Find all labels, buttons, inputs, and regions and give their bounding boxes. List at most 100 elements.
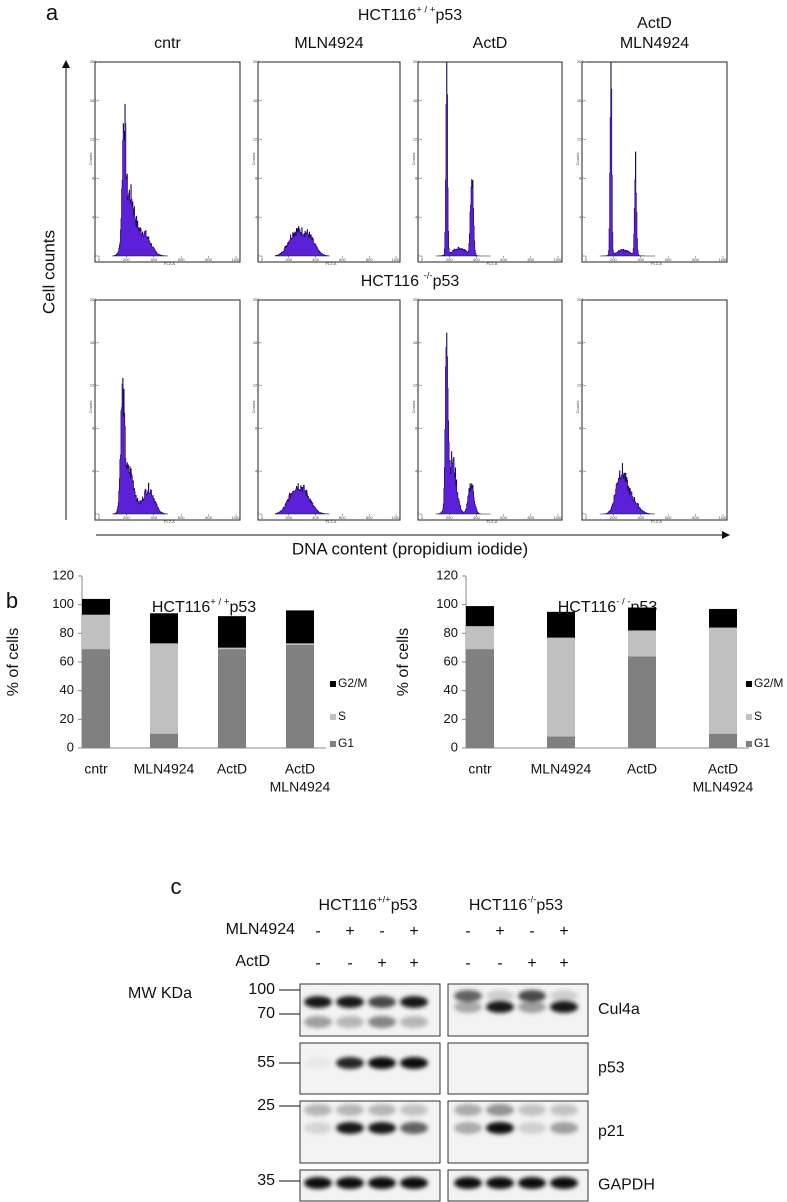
blot-band <box>336 1057 364 1069</box>
blot-band <box>454 990 482 1002</box>
y-tick-label: 160 <box>577 340 584 345</box>
column-title: cntr <box>154 35 181 52</box>
treatment-sign: + <box>495 923 504 940</box>
y-tick-label: 20 <box>444 711 458 726</box>
x-tick-label: 200 <box>285 515 292 520</box>
y-tick-label: 0 <box>417 511 420 516</box>
group-title: HCT116+/+p53 <box>319 894 418 914</box>
bar-segment <box>218 616 246 648</box>
legend-swatch <box>746 741 752 747</box>
bar-segment <box>150 733 178 748</box>
axis-label: FL2-A <box>164 261 175 266</box>
text-part: + / + <box>210 596 230 607</box>
x-tick-label: ActD <box>627 761 657 777</box>
histogram-frame <box>417 61 563 263</box>
x-tick-label: 1000 <box>232 515 242 520</box>
x-tick-label: 800 <box>692 257 699 262</box>
axis-label: Counts <box>251 401 256 414</box>
y-tick-label: 160 <box>253 98 260 103</box>
y-tick-label: 160 <box>577 98 584 103</box>
x-tick-label: 600 <box>339 515 346 520</box>
marker-label: 70 <box>257 1005 275 1022</box>
text-part: p53 <box>433 273 460 290</box>
text-part: p53 <box>229 599 256 616</box>
y-tick-label: 120 <box>577 383 584 388</box>
y-tick-label: 120 <box>90 383 97 388</box>
y-tick-label: 40 <box>92 468 97 473</box>
y-tick-label: 0 <box>581 253 584 258</box>
histogram <box>112 378 169 515</box>
y-axis-label: % of cells <box>395 628 412 696</box>
y-axis-label: Cell counts <box>39 230 58 314</box>
axis-label: Counts <box>575 401 580 414</box>
axis-label: FL2-A <box>487 519 498 524</box>
bar-segment <box>286 610 314 644</box>
x-tick-label: MLN4924 <box>270 779 331 795</box>
treatment-sign: - <box>315 923 320 940</box>
blot-band <box>454 1177 482 1189</box>
blot-band <box>336 1104 364 1116</box>
text-part: -/- <box>424 270 433 281</box>
y-tick-label: 40 <box>92 214 97 219</box>
y-tick-label: 200 <box>413 59 420 64</box>
x-tick-label: 400 <box>637 257 644 262</box>
blot-band <box>336 1016 364 1028</box>
x-tick-label: 200 <box>610 257 617 262</box>
histogram <box>112 103 169 257</box>
blot-band <box>336 996 364 1008</box>
x-tick-label: 600 <box>665 515 672 520</box>
marker-label: 25 <box>257 1097 275 1114</box>
x-tick-label: MLN4924 <box>134 761 195 777</box>
x-tick-label: 800 <box>205 257 212 262</box>
blot-band <box>454 1001 482 1013</box>
blot-band <box>400 1057 428 1069</box>
treatment-sign: + <box>377 955 386 972</box>
blot-band <box>400 1122 428 1134</box>
treatment-label: MLN4924 <box>226 921 295 938</box>
blot-band <box>368 1016 396 1028</box>
blot-band <box>550 1177 578 1189</box>
bar-segment <box>709 608 737 628</box>
y-tick-label: 80 <box>415 175 420 180</box>
bar-segment <box>218 649 246 748</box>
x-tick-label: 800 <box>366 515 373 520</box>
text-part: p53 <box>391 897 418 914</box>
y-tick-label: 100 <box>436 596 458 611</box>
text-part: + / + <box>416 4 436 15</box>
x-tick-label: 0 <box>585 515 588 520</box>
bar-segment <box>709 733 737 748</box>
y-tick-label: 60 <box>60 653 74 668</box>
blot-band <box>550 1122 578 1134</box>
treatment-sign: - <box>379 923 384 940</box>
axis-label: FL2-A <box>487 261 498 266</box>
y-tick-label: 20 <box>60 711 74 726</box>
x-tick-label: 400 <box>637 515 644 520</box>
y-tick-label: 200 <box>90 297 97 302</box>
x-tick-label: 400 <box>473 515 480 520</box>
blot-band <box>518 1001 546 1013</box>
x-tick-label: 800 <box>527 515 534 520</box>
legend-swatch <box>330 714 336 720</box>
row-title: HCT116 -/-p53 <box>361 270 460 290</box>
histogram <box>275 226 330 257</box>
bar-segment <box>466 626 494 650</box>
legend-swatch <box>330 681 336 687</box>
panel-letter: a <box>46 0 59 25</box>
blot-band <box>336 1122 364 1134</box>
legend-swatch <box>330 741 336 747</box>
text-part: - / - <box>616 596 630 607</box>
y-tick-label: 80 <box>255 425 260 430</box>
marker-label: 100 <box>248 981 275 998</box>
blot-band <box>486 1122 514 1134</box>
protein-label: p21 <box>598 1123 625 1140</box>
x-tick-label: 400 <box>150 515 157 520</box>
panel-letter: b <box>6 588 18 613</box>
x-tick-label: MLN4924 <box>693 779 754 795</box>
x-tick-label: 800 <box>692 515 699 520</box>
x-tick-label: 1000 <box>554 515 564 520</box>
blot-band <box>368 1104 396 1116</box>
histogram <box>435 332 491 515</box>
x-tick-label: 200 <box>446 515 453 520</box>
y-tick-label: 160 <box>90 340 97 345</box>
y-tick-label: 40 <box>60 682 74 697</box>
